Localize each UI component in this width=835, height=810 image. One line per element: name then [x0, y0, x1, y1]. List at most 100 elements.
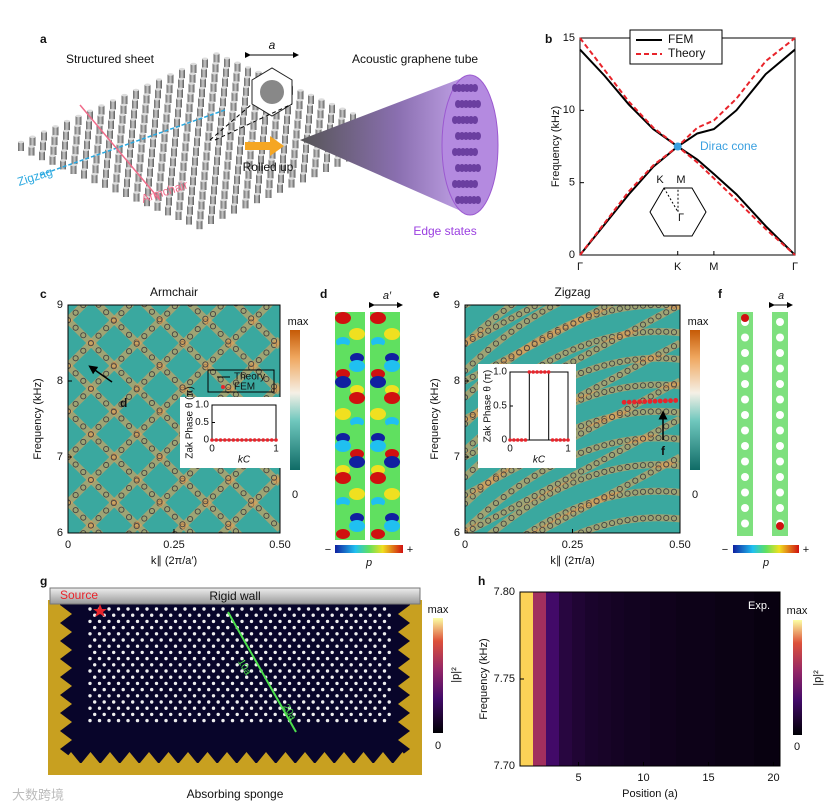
band-point	[639, 435, 647, 442]
pillar-top	[134, 181, 141, 185]
scatterer-dot	[211, 681, 216, 686]
band-point	[164, 447, 171, 454]
band-point	[625, 252, 630, 257]
zak-fem	[515, 438, 520, 442]
heat-cell	[650, 592, 663, 766]
pillar	[119, 114, 126, 124]
band-point	[639, 515, 647, 522]
field-lobe	[335, 344, 351, 356]
scatterer-dot	[97, 669, 102, 673]
pillar-top	[158, 161, 165, 164]
sponge-tooth	[374, 752, 392, 763]
pillar-top	[267, 168, 274, 171]
zak-fem	[261, 438, 266, 442]
scatterer-dot	[226, 638, 230, 642]
band-point	[465, 415, 469, 423]
band-point	[609, 547, 614, 552]
scatterer-dot	[292, 675, 296, 679]
scatterer-dot	[268, 694, 273, 698]
pillar	[153, 109, 159, 118]
pillar	[272, 120, 279, 130]
band-point	[609, 307, 616, 314]
pillar-top	[120, 103, 127, 107]
pillar-top	[293, 128, 300, 131]
band-point	[555, 567, 560, 572]
sponge-tooth	[198, 752, 217, 763]
edge-state	[626, 399, 632, 405]
band-point	[263, 305, 270, 311]
band-point	[578, 449, 585, 456]
scatterer-dot	[169, 687, 173, 692]
scatterer-dot	[259, 706, 263, 710]
pillar-top	[162, 122, 169, 125]
pillar	[323, 163, 329, 172]
band-point	[87, 431, 94, 438]
pillar	[110, 100, 116, 110]
band-point	[209, 310, 217, 318]
scatterer-dot	[178, 650, 182, 655]
band-point	[462, 568, 467, 573]
band-point	[156, 361, 163, 368]
band-point	[671, 276, 676, 281]
scatterer-dot	[145, 644, 149, 648]
pillar-top	[194, 135, 200, 139]
heatmap-band	[465, 415, 680, 533]
band-point	[263, 512, 270, 519]
pillar-top	[339, 107, 346, 111]
pillar	[201, 171, 208, 181]
band-point	[110, 408, 117, 415]
band-point	[594, 551, 599, 556]
band-point	[126, 560, 131, 565]
band-point	[485, 506, 492, 513]
pillar	[97, 115, 104, 125]
scatterer-dot	[183, 619, 187, 624]
band-point	[478, 593, 483, 598]
arrow-label: d	[120, 396, 127, 410]
band-point	[509, 569, 514, 574]
scatterer-dot	[330, 700, 334, 704]
pillar-top	[138, 142, 145, 145]
scatterer-dot	[216, 650, 220, 655]
scatterer-dot	[302, 638, 306, 642]
band-point	[585, 502, 592, 509]
band-point	[570, 346, 577, 353]
scatterer-dot	[126, 644, 130, 648]
field-lobe	[349, 520, 365, 532]
scatterer-dot	[316, 619, 320, 624]
pillar-top	[317, 108, 324, 111]
band-point	[570, 510, 577, 517]
scatterer-dot	[121, 663, 125, 667]
band-point	[542, 305, 543, 306]
scatterer-dot	[102, 712, 106, 717]
band-point	[141, 424, 148, 431]
band-point	[609, 281, 614, 286]
band-point	[134, 204, 139, 209]
band-point	[72, 461, 79, 468]
band-point	[271, 520, 278, 527]
scatterer-dot	[230, 681, 235, 686]
scatterer-dot	[207, 712, 211, 717]
hole	[776, 318, 784, 326]
scatterer-dot	[164, 632, 168, 636]
pillar	[226, 141, 233, 151]
band-point	[609, 224, 614, 229]
band-point	[670, 381, 678, 388]
band-point	[88, 67, 93, 72]
pillar	[39, 151, 45, 161]
scatterer-dot	[378, 638, 382, 642]
band-point	[149, 583, 154, 588]
pillar	[245, 170, 252, 179]
zak-fem	[527, 370, 532, 374]
scatterer-dot	[373, 656, 377, 661]
pillar-top	[238, 134, 244, 138]
pillar	[208, 215, 214, 224]
scatterer-dot	[292, 613, 296, 617]
band-point	[226, 567, 231, 572]
band-point	[531, 341, 538, 348]
band-point	[485, 517, 492, 524]
band-point	[532, 580, 537, 585]
band-point	[579, 583, 584, 588]
band-point	[578, 476, 585, 483]
pillar-top	[151, 127, 157, 130]
band-point	[65, 226, 70, 231]
